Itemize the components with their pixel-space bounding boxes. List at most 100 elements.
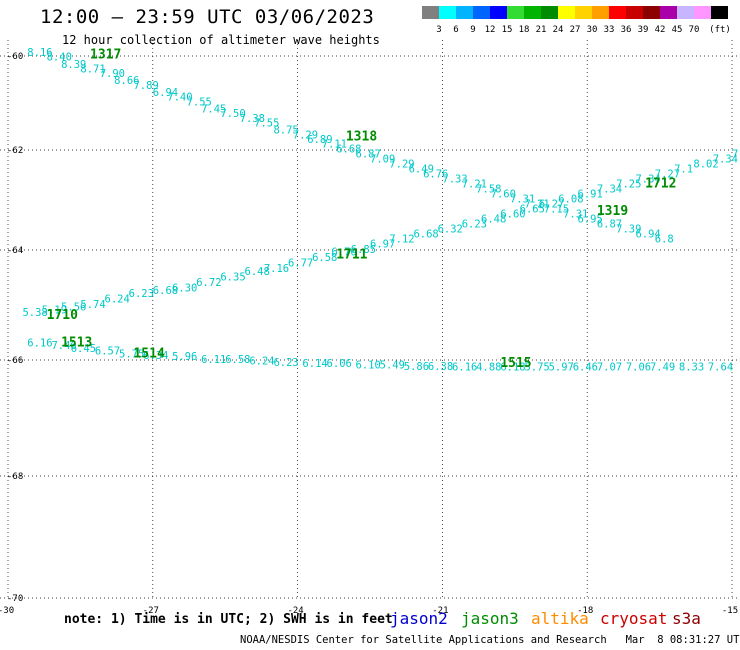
wave-height-label: 7.31	[563, 209, 588, 221]
wave-height-label: 6.30	[172, 282, 197, 294]
wave-height-label: 7.64	[708, 361, 733, 373]
wave-height-label: 6.68	[153, 285, 178, 297]
legend-swatch	[660, 6, 677, 19]
map-title: 12:00 – 23:59 UTC 03/06/2023	[40, 6, 375, 28]
wave-height-label: 5.96	[172, 351, 197, 363]
legend-swatch	[592, 6, 609, 19]
wave-height-label: 5.38	[22, 307, 47, 319]
legend-swatch	[524, 6, 541, 19]
footer-credit: NOAA/NESDIS Center for Satellite Applica…	[240, 634, 740, 646]
lat-tick-label: -66	[7, 356, 23, 366]
wave-height-label: 7.09	[370, 154, 395, 166]
wave-height-label: 7.33	[442, 174, 467, 186]
satellite-jason2: jason2	[390, 609, 448, 628]
wave-height-label: 5.49	[380, 360, 405, 372]
wave-height-label: 7.58	[476, 184, 501, 196]
legend-swatch	[575, 6, 592, 19]
legend-swatch	[626, 6, 643, 19]
wave-height-label: 6.68	[413, 229, 438, 241]
wave-height-label: 8.39	[61, 59, 86, 71]
wave-height-label: 5.56	[61, 302, 86, 314]
pass-time-label: 1318	[346, 130, 377, 145]
wave-height-label: 7.40	[167, 92, 192, 104]
lat-tick-label: -62	[7, 146, 23, 156]
pass-time-label: 1710	[47, 308, 78, 323]
lat-tick-label: -64	[7, 246, 23, 256]
wave-height-label: 6.16	[452, 361, 477, 373]
wave-height-label: 6.60	[500, 209, 525, 221]
legend-label: 18	[519, 25, 530, 35]
lon-tick-label: -30	[0, 606, 14, 616]
wave-height-label: 7.45	[201, 103, 226, 115]
wave-height-label: 8.02	[693, 159, 718, 171]
wave-height-label: 6.23	[462, 219, 487, 231]
wave-height-label: 7.12	[389, 234, 414, 246]
legend-label: 6	[453, 25, 458, 35]
wave-height-label: 6.08	[558, 194, 583, 206]
legend-label: 36	[621, 25, 632, 35]
wave-height-label: 7.07	[597, 361, 622, 373]
legend-label: 33	[604, 25, 615, 35]
pass-time-label: 1317	[90, 47, 121, 62]
wave-height-label: 7.90	[100, 68, 125, 80]
wave-height-label: 5.86	[404, 361, 429, 373]
legend-label: 30	[587, 25, 598, 35]
wave-height-label: 7.25	[616, 179, 641, 191]
lon-tick-label: -24	[287, 606, 303, 616]
wave-height-label: 8.75	[273, 125, 298, 137]
wave-height-label: 6.35	[220, 271, 245, 283]
satellite-s3a: s3a	[672, 609, 701, 628]
pass-time-label: 1712	[645, 177, 676, 192]
wave-height-label: 6.70	[331, 247, 356, 259]
wave-height-label: 7.21	[462, 179, 487, 191]
wave-height-label: 6.18	[500, 361, 525, 373]
wave-height-label: 6.89	[307, 134, 332, 146]
legend-swatch	[541, 6, 558, 19]
legend-label: 45	[672, 25, 683, 35]
legend-swatch	[490, 6, 507, 19]
wave-height-label: 6.58	[312, 252, 337, 264]
wave-height-label: 8.40	[47, 52, 72, 64]
wave-height-label: 6.65	[520, 204, 545, 216]
pass-time-label: 1711	[336, 247, 367, 262]
wave-height-label: 6.14	[302, 358, 327, 370]
wave-height-label: 7.29	[389, 159, 414, 171]
wave-height-label: 6.10	[356, 360, 381, 372]
wave-height-label: 4.88	[476, 361, 501, 373]
wave-height-label: 6.48	[245, 266, 270, 278]
wave-height-label: 8.33	[679, 361, 704, 373]
wave-height-label: 6.87	[597, 219, 622, 231]
wave-height-label: 5.75	[524, 361, 549, 373]
wave-height-label: 7.06	[626, 361, 651, 373]
lon-tick-label: -21	[432, 606, 448, 616]
wave-height-label: 5.74	[80, 299, 105, 311]
wave-height-label: 6.06	[327, 358, 352, 370]
legend-swatch	[711, 6, 728, 19]
wave-height-label: 7.11	[322, 139, 347, 151]
legend-label: 39	[638, 25, 649, 35]
wave-height-label: 6.16	[27, 337, 52, 349]
legend-label: 70	[689, 25, 700, 35]
wave-height-label: 6.48	[481, 214, 506, 226]
wave-height-map: -30 -27 -24 -21 -18 -15 -60 -62 -64 -66 -68 -70 8.16…	[0, 40, 740, 616]
wave-height-label: 6.34	[143, 350, 168, 362]
satellite-jason3: jason3	[461, 609, 519, 628]
wave-height-label: 6.97	[370, 239, 395, 251]
wave-height-label: 7.60	[491, 189, 516, 201]
lat-tick-label: -70	[7, 594, 23, 604]
wave-height-label: 7.15	[544, 204, 569, 216]
legend-swatch	[473, 6, 490, 19]
lon-tick-label: -27	[143, 606, 159, 616]
wave-height-label: 7.31	[510, 194, 535, 206]
wave-height-label: 7.34	[597, 184, 622, 196]
legend-unit: (ft)	[709, 25, 731, 35]
wave-height-label: 7.29	[293, 129, 318, 141]
wave-height-label: 7.34	[635, 174, 660, 186]
legend-label: 15	[502, 25, 513, 35]
wave-height-label: 7.89	[133, 80, 158, 92]
wave-height-label: 7.55	[187, 96, 212, 108]
satellite-altika: altika	[531, 609, 589, 628]
wave-height-label: 6.94	[153, 87, 178, 99]
color-legend: 3 6 9 12 15 18 21 24 27 30 33 36 39 42 45 70 (ft)	[422, 6, 731, 35]
